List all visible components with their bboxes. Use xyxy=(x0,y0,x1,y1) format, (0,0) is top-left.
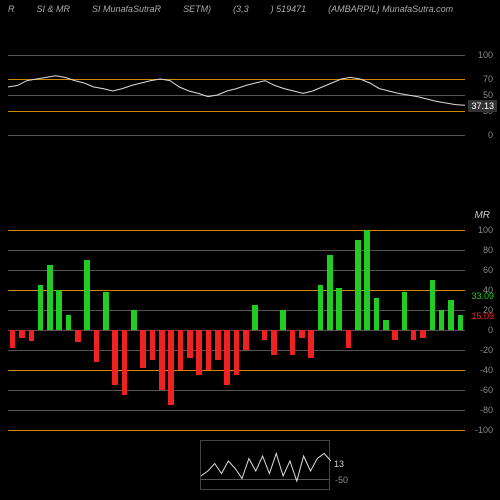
mr-bar xyxy=(271,330,277,355)
mr-panel: MR 100806040200-20-40-60-80-100 33.0915.… xyxy=(8,230,465,430)
mr-bar xyxy=(252,305,258,330)
mr-bar xyxy=(47,265,53,330)
mr-bar xyxy=(168,330,174,405)
header-item: ) 519471 xyxy=(271,4,307,14)
mr-bar xyxy=(196,330,202,375)
header-item: (3,3 xyxy=(233,4,249,14)
mr-bar xyxy=(308,330,314,358)
mr-bar xyxy=(224,330,230,385)
mr-bar xyxy=(38,285,44,330)
chart-header: R SI & MR SI MunafaSutraR SETM) (3,3 ) 5… xyxy=(0,0,500,18)
mr-bar xyxy=(327,255,333,330)
mr-bar xyxy=(178,330,184,370)
mr-bar xyxy=(103,292,109,330)
mr-bar xyxy=(402,292,408,330)
header-item: SI MunafaSutraR xyxy=(92,4,161,14)
rsi-line-chart xyxy=(8,55,465,135)
mr-bar xyxy=(299,330,305,338)
mr-bar xyxy=(84,260,90,330)
mr-bar xyxy=(150,330,156,360)
mini-gridline-label: -50 xyxy=(332,474,351,486)
mr-bar xyxy=(262,330,268,340)
mr-bar xyxy=(187,330,193,358)
mr-bar xyxy=(420,330,426,338)
mr-bar xyxy=(411,330,417,340)
mr-bar xyxy=(280,310,286,330)
mr-bar xyxy=(94,330,100,362)
header-item: SETM) xyxy=(183,4,211,14)
header-item: (AMBARPIL) MunafaSutra.com xyxy=(328,4,453,14)
mr-value-badge: 15.09 xyxy=(468,310,497,322)
mr-bar xyxy=(66,315,72,330)
mr-bar xyxy=(383,320,389,330)
rsi-current-value: 37.13 xyxy=(468,100,497,112)
mr-bar xyxy=(336,288,342,330)
mr-bar xyxy=(318,285,324,330)
mr-bar xyxy=(448,300,454,330)
mini-line-chart xyxy=(201,441,331,491)
header-item: R xyxy=(8,4,15,14)
mr-bar xyxy=(140,330,146,368)
mr-bar xyxy=(206,330,212,370)
mr-bar xyxy=(75,330,81,342)
mr-bar xyxy=(122,330,128,395)
mr-bar-chart xyxy=(8,230,465,430)
mr-bar xyxy=(29,330,35,341)
mr-bar xyxy=(56,290,62,330)
mr-bar xyxy=(243,330,249,350)
mr-bar xyxy=(458,315,464,330)
mr-bar xyxy=(290,330,296,355)
mini-panel: 13-50 xyxy=(200,440,330,490)
mr-bar xyxy=(392,330,398,340)
mr-bar xyxy=(10,330,16,348)
header-item: SI & MR xyxy=(37,4,71,14)
mr-bar xyxy=(430,280,436,330)
mr-bar xyxy=(159,330,165,390)
mr-bar xyxy=(355,240,361,330)
mr-bar xyxy=(346,330,352,348)
rsi-panel: 1007050300 37.13 xyxy=(8,55,465,135)
mr-bar xyxy=(19,330,25,338)
mr-bar xyxy=(234,330,240,375)
mr-bar xyxy=(364,230,370,330)
mr-bar xyxy=(112,330,118,385)
mr-bar xyxy=(374,298,380,330)
mr-bar xyxy=(439,310,445,330)
mr-bar xyxy=(131,310,137,330)
mr-title: MR xyxy=(474,210,490,221)
mini-current-value: 13 xyxy=(331,458,347,470)
mr-bar xyxy=(215,330,221,360)
mr-value-badge: 33.09 xyxy=(468,290,497,302)
